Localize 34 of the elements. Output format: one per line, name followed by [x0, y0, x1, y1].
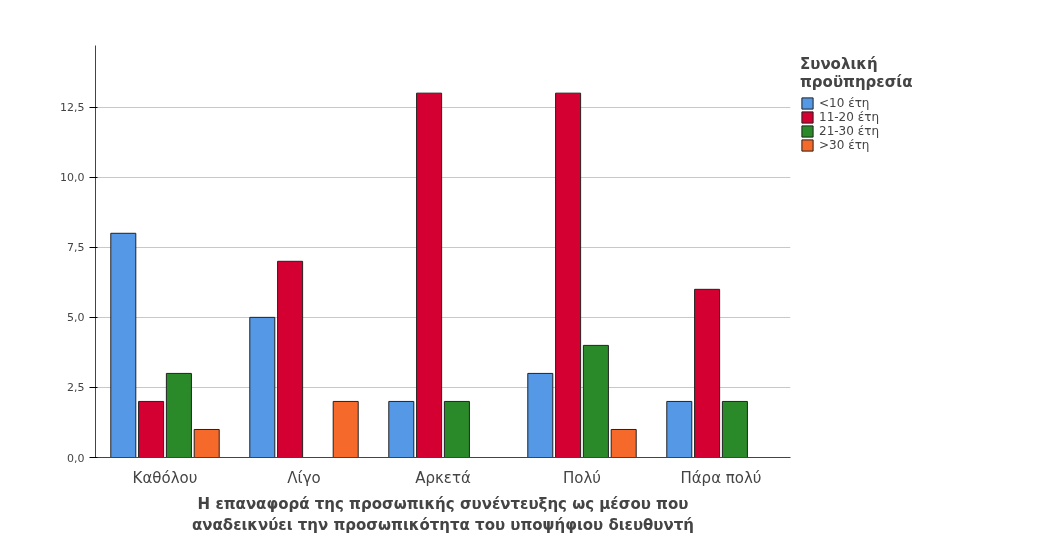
bar — [277, 260, 304, 458]
bar — [193, 428, 220, 458]
x-tick-label: Καθόλου — [132, 468, 198, 487]
legend-label: <10 έτη — [819, 96, 870, 110]
legend-label: >30 έτη — [819, 138, 870, 152]
bar — [165, 372, 192, 458]
x-tick-label: Πολύ — [562, 468, 602, 487]
y-tick-label: 0,0 — [67, 451, 85, 465]
bar — [582, 344, 609, 458]
bar — [249, 316, 276, 458]
bar — [443, 400, 470, 458]
bar — [138, 400, 165, 458]
x-tick-label: Πάρα πολύ — [680, 468, 762, 487]
y-tick-label: 10,0 — [60, 171, 85, 185]
bar — [721, 400, 748, 458]
legend-label: 21-30 έτη — [819, 124, 879, 138]
bar — [666, 400, 693, 458]
bar — [694, 288, 721, 458]
y-tick-label: 12,5 — [60, 101, 85, 115]
legend-label: 11-20 έτη — [819, 110, 879, 124]
bar — [388, 400, 415, 458]
x-axis-title: Η επαναφορά της προσωπικής συνέντευξης ως μέσου που αναδεικνύει την προσωπικότητα του υποψήφιου διευθυντή — [192, 494, 694, 535]
bar — [332, 400, 359, 458]
legend-title: Συνολική προϋπηρεσία — [800, 55, 913, 91]
y-tick-label: 7,5 — [67, 241, 85, 255]
y-tick-label: 5,0 — [67, 311, 85, 325]
bar — [527, 372, 554, 458]
bar — [416, 92, 443, 458]
x-tick-label: Λίγο — [287, 468, 321, 487]
bar — [110, 232, 137, 458]
bar — [610, 428, 637, 458]
x-tick-label: Αρκετά — [415, 468, 471, 487]
bar — [555, 92, 582, 458]
y-tick-label: 2,5 — [67, 381, 85, 395]
